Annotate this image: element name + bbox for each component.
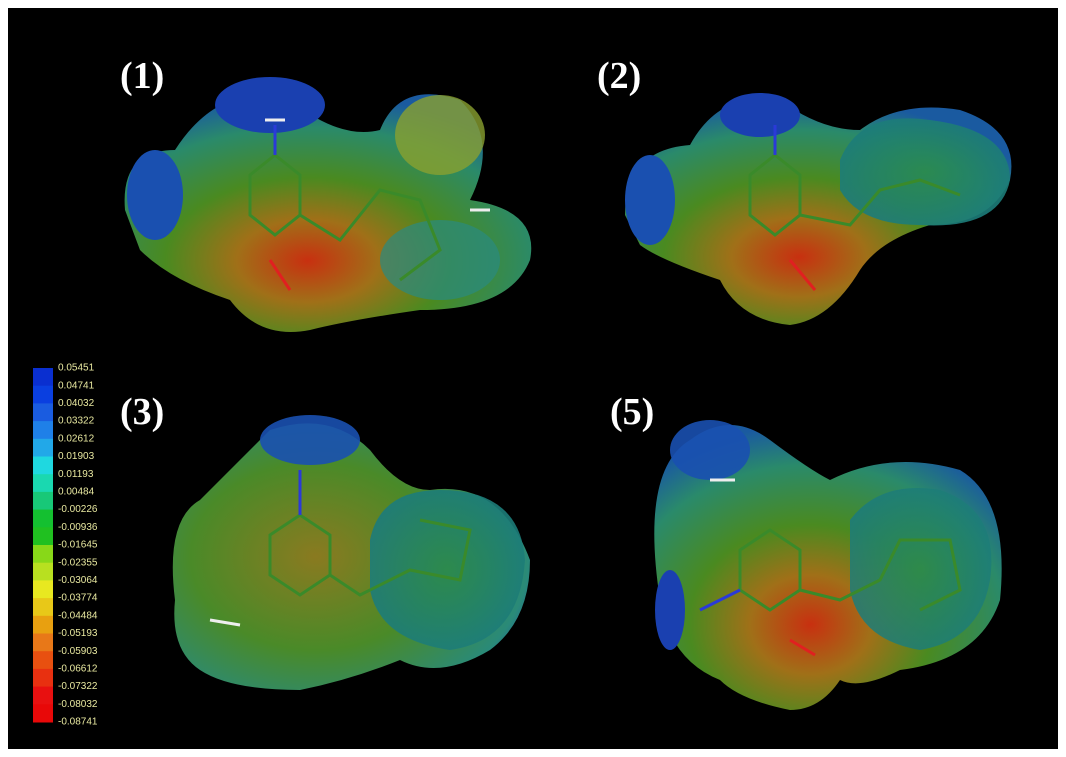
scale-label: 0.01193 xyxy=(58,469,94,480)
scale-label: -0.00226 xyxy=(58,504,98,515)
scale-label: 0.00484 xyxy=(58,487,95,498)
scale-label: 0.03322 xyxy=(58,416,95,427)
scale-swatch xyxy=(33,510,53,528)
scale-label: -0.04484 xyxy=(58,610,98,621)
scale-label: -0.08741 xyxy=(58,717,98,728)
scale-label: -0.05193 xyxy=(58,628,98,639)
scale-swatch xyxy=(33,580,53,598)
scale-swatch xyxy=(33,457,53,475)
scale-label: -0.02355 xyxy=(58,557,98,568)
figure: (1) (2) (3) (5) 0.054510.047410.040320.0… xyxy=(0,0,1066,757)
scale-swatch xyxy=(33,616,53,634)
scale-swatch xyxy=(33,687,53,705)
scale-swatch xyxy=(33,634,53,652)
scale-label: 0.02612 xyxy=(58,433,95,444)
scale-swatch xyxy=(33,669,53,687)
scale-swatch xyxy=(33,421,53,439)
panel-label: (5) xyxy=(610,391,654,433)
scale-label: 0.04032 xyxy=(58,398,95,409)
scale-label: -0.05903 xyxy=(58,646,98,657)
scale-swatch xyxy=(33,386,53,404)
scale-swatch xyxy=(33,474,53,492)
scale-label: 0.04741 xyxy=(58,380,95,391)
scale-swatch xyxy=(33,403,53,421)
scale-label: 0.01903 xyxy=(58,451,95,462)
panel-label: (1) xyxy=(120,55,164,97)
scale-label: -0.01645 xyxy=(58,540,98,551)
scale-swatch xyxy=(33,527,53,545)
scale-label: -0.06612 xyxy=(58,664,98,675)
scale-swatch xyxy=(33,651,53,669)
scale-label: -0.03064 xyxy=(58,575,98,586)
color-scale: 0.05451 0.04741 0.04032 0.03322 0.02612 0.019… xyxy=(33,363,98,728)
scale-swatch xyxy=(33,563,53,581)
panel-label: (3) xyxy=(120,391,164,433)
scale-label: -0.00936 xyxy=(58,522,98,533)
scale-swatch xyxy=(33,598,53,616)
scale-swatch xyxy=(33,545,53,563)
scale-swatch xyxy=(33,368,53,386)
scale-label: -0.03774 xyxy=(58,593,98,604)
scale-swatch xyxy=(33,492,53,510)
scale-swatch xyxy=(33,439,53,457)
scale-label: 0.05451 xyxy=(58,363,95,374)
scale-swatch xyxy=(33,704,53,722)
panel-label: (2) xyxy=(597,55,641,97)
scale-label: -0.07322 xyxy=(58,681,98,692)
scale-label: -0.08032 xyxy=(58,699,98,710)
